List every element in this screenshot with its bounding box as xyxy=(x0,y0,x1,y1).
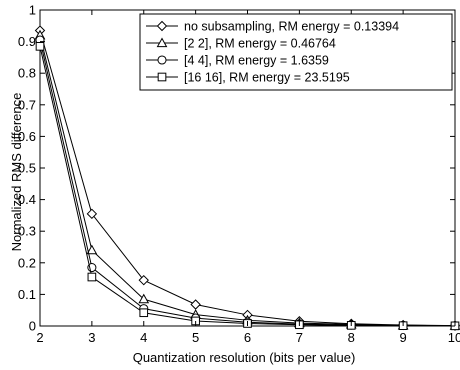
square-marker xyxy=(139,308,149,318)
x-tick-label: 4 xyxy=(140,330,147,345)
circle-marker xyxy=(157,55,167,65)
y-tick-label: 0.1 xyxy=(18,287,36,302)
triangle-marker xyxy=(156,37,168,48)
x-tick-label: 2 xyxy=(36,330,43,345)
legend-label: [2 2], RM energy = 0.46764 xyxy=(184,37,336,51)
x-tick-label: 5 xyxy=(192,330,199,345)
x-tick-label: 9 xyxy=(400,330,407,345)
x-tick-label: 3 xyxy=(88,330,95,345)
diamond-marker xyxy=(86,208,98,220)
x-tick-label: 7 xyxy=(296,330,303,345)
triangle-marker xyxy=(86,244,98,255)
y-axis-title: Normalized RMS difference xyxy=(9,93,24,252)
legend-entry: [2 2], RM energy = 0.46764 xyxy=(146,37,336,51)
square-marker xyxy=(35,42,45,51)
legend-label: [4 4], RM energy = 1.6359 xyxy=(184,54,329,68)
x-tick-label: 10 xyxy=(448,330,460,345)
square-marker xyxy=(157,72,167,82)
y-tick-label: 0.9 xyxy=(18,34,36,49)
legend-box xyxy=(139,13,453,91)
square-marker xyxy=(87,272,97,282)
y-axis: 0 0.1 0.2 0.3 0.4 0.5 0.6 0.7 0.8 0.9 1 xyxy=(18,3,455,334)
x-axis-title: Quantization resolution (bits per value) xyxy=(133,350,356,365)
x-tick-label: 8 xyxy=(348,330,355,345)
diamond-marker xyxy=(138,274,149,286)
x-tick-label: 6 xyxy=(244,330,251,345)
y-tick-label: 0.2 xyxy=(18,255,36,270)
diamond-marker xyxy=(190,299,201,310)
legend-entry: [16 16], RM energy = 23.5195 xyxy=(146,71,350,85)
triangle-marker xyxy=(138,293,150,304)
x-axis: 2 3 4 5 6 7 8 9 10 xyxy=(36,10,460,345)
legend-label: no subsampling, RM energy = 0.13394 xyxy=(184,20,399,34)
y-tick-label: 0 xyxy=(29,319,36,334)
legend-entry: [4 4], RM energy = 1.6359 xyxy=(146,54,329,68)
y-tick-label: 0.5 xyxy=(18,161,36,176)
diamond-marker xyxy=(156,20,168,32)
legend-label: [16 16], RM energy = 23.5195 xyxy=(184,71,350,85)
y-tick-label: 0.8 xyxy=(18,66,36,81)
y-tick-label: 0.7 xyxy=(18,97,36,112)
y-tick-label: 0.6 xyxy=(18,129,36,144)
y-tick-label: 0.4 xyxy=(18,192,36,207)
legend-entry: no subsampling, RM energy = 0.13394 xyxy=(146,20,399,34)
y-tick-label: 0.3 xyxy=(18,224,36,239)
y-tick-label: 1 xyxy=(29,3,36,18)
legend: no subsampling, RM energy = 0.13394 [2 2]… xyxy=(139,13,453,91)
